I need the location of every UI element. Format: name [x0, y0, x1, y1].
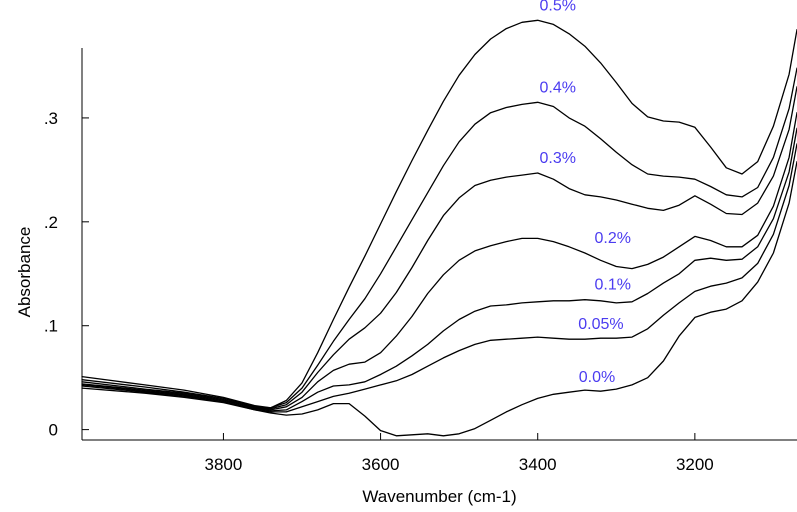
y-tick-label: .3 — [44, 109, 58, 128]
x-tick-label: 3800 — [205, 455, 243, 474]
x-tick-label: 3200 — [676, 455, 714, 474]
series-line-0-4- — [81, 67, 797, 409]
series-line-0-3- — [81, 86, 797, 410]
y-tick-label: 0 — [49, 421, 58, 440]
ticks: 3800 3600 3400 3200 0 .1 .2 .3 — [44, 109, 714, 474]
y-tick-label: .1 — [44, 317, 58, 336]
series-label: 0.05% — [578, 316, 623, 333]
series-line-0-05- — [81, 143, 797, 413]
x-axis-title: Wavenumber (cm-1) — [362, 487, 516, 506]
series-line-0-1- — [81, 127, 797, 412]
series-label: 0.0% — [579, 369, 615, 386]
series-line-0-5- — [81, 19, 797, 409]
y-axis-title: Absorbance — [15, 227, 34, 318]
axes — [81, 48, 797, 441]
y-tick-label: .2 — [44, 213, 58, 232]
series-label: 0.4% — [539, 79, 575, 96]
series-line-0-2- — [81, 112, 797, 411]
x-tick-label: 3600 — [362, 455, 400, 474]
series-line-0-0- — [81, 160, 797, 437]
series-label: 0.3% — [539, 150, 575, 167]
series-label: 0.2% — [594, 230, 630, 247]
series-lines — [81, 19, 797, 437]
series-labels: 0.5% 0.4% 0.3% 0.2% 0.1% 0.05% 0.0% — [539, 0, 630, 386]
series-label: 0.1% — [594, 277, 630, 294]
x-tick-label: 3400 — [519, 455, 557, 474]
series-label: 0.5% — [539, 0, 575, 14]
